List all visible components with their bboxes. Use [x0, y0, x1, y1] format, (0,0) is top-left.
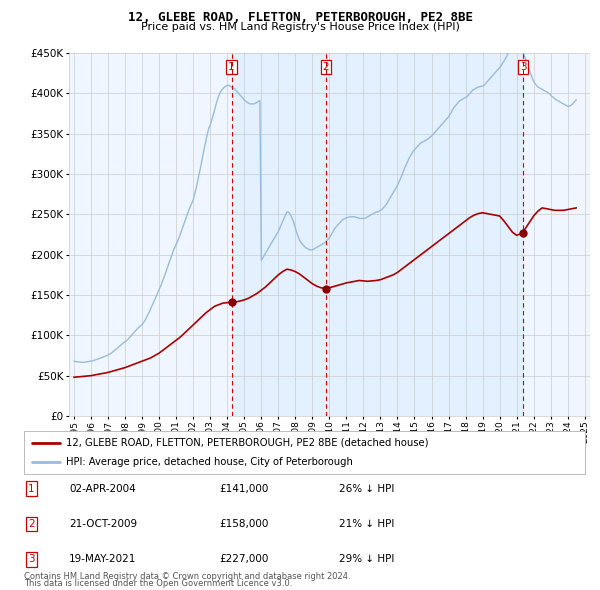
Text: £158,000: £158,000: [219, 519, 268, 529]
Text: 1: 1: [28, 484, 35, 493]
Text: HPI: Average price, detached house, City of Peterborough: HPI: Average price, detached house, City…: [66, 457, 353, 467]
Text: 21-OCT-2009: 21-OCT-2009: [69, 519, 137, 529]
Text: 21% ↓ HPI: 21% ↓ HPI: [339, 519, 394, 529]
Text: 12, GLEBE ROAD, FLETTON, PETERBOROUGH, PE2 8BE: 12, GLEBE ROAD, FLETTON, PETERBOROUGH, P…: [128, 11, 473, 24]
Text: 26% ↓ HPI: 26% ↓ HPI: [339, 484, 394, 493]
Text: 2: 2: [323, 62, 329, 72]
Text: 2: 2: [28, 519, 35, 529]
Text: 19-MAY-2021: 19-MAY-2021: [69, 555, 136, 564]
Text: £227,000: £227,000: [219, 555, 268, 564]
Text: 02-APR-2004: 02-APR-2004: [69, 484, 136, 493]
Text: Price paid vs. HM Land Registry's House Price Index (HPI): Price paid vs. HM Land Registry's House …: [140, 22, 460, 32]
Text: 3: 3: [28, 555, 35, 564]
Text: £141,000: £141,000: [219, 484, 268, 493]
Text: 29% ↓ HPI: 29% ↓ HPI: [339, 555, 394, 564]
Text: This data is licensed under the Open Government Licence v3.0.: This data is licensed under the Open Gov…: [24, 579, 292, 588]
Bar: [232, 53, 523, 416]
Text: 12, GLEBE ROAD, FLETTON, PETERBOROUGH, PE2 8BE (detached house): 12, GLEBE ROAD, FLETTON, PETERBOROUGH, P…: [66, 438, 428, 448]
Text: 3: 3: [520, 62, 526, 72]
Text: Contains HM Land Registry data © Crown copyright and database right 2024.: Contains HM Land Registry data © Crown c…: [24, 572, 350, 581]
Text: 1: 1: [228, 62, 235, 72]
